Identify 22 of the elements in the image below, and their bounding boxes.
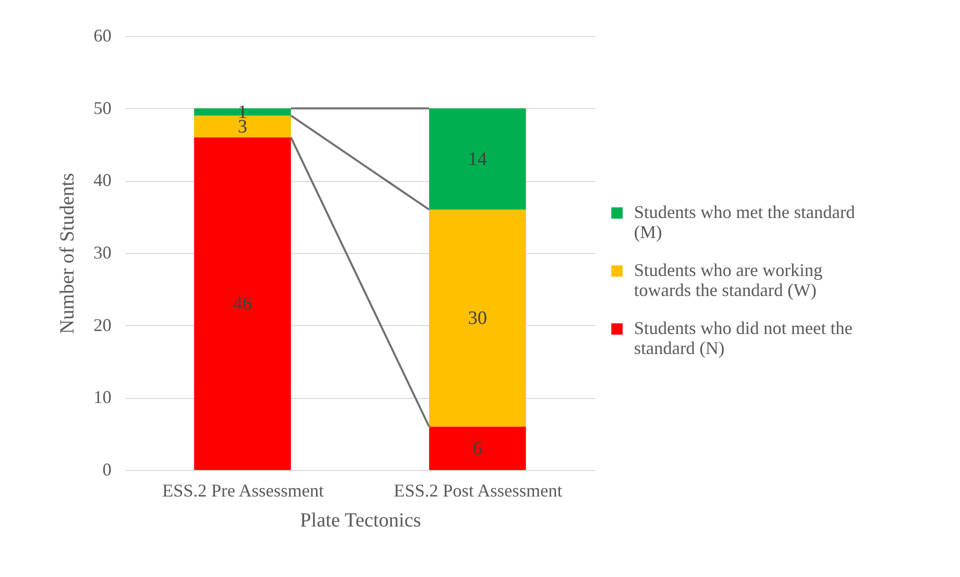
bar (429, 108, 526, 210)
x-tick-label: ESS.2 Post Assessment (394, 480, 562, 500)
y-tick-label: 60 (94, 26, 112, 46)
data-label: 6 (472, 438, 482, 460)
y-axis-title: Number of Students (56, 172, 78, 334)
x-axis-title: Plate Tectonics (300, 510, 422, 532)
legend-label: Students who met the standard (M) (634, 202, 855, 242)
y-tick-label: 20 (94, 314, 112, 335)
legend-label: Students who are working towards the standard (W) (634, 260, 822, 300)
bar (429, 426, 526, 470)
bar (194, 137, 291, 470)
bar (429, 210, 526, 427)
data-label: 14 (468, 148, 488, 170)
y-tick-label: 0 (102, 460, 112, 480)
y-tick-label: 40 (94, 170, 112, 190)
data-label: 30 (468, 308, 487, 330)
x-tick-label: ESS.2 Pre Assessment (162, 480, 324, 500)
legend-label: Students who did not meet the standard (N) (634, 318, 852, 358)
y-tick-label: 30 (94, 242, 112, 262)
y-tick-label: 50 (94, 98, 112, 118)
data-label: 46 (233, 294, 252, 315)
y-tick-label: 10 (94, 387, 112, 408)
